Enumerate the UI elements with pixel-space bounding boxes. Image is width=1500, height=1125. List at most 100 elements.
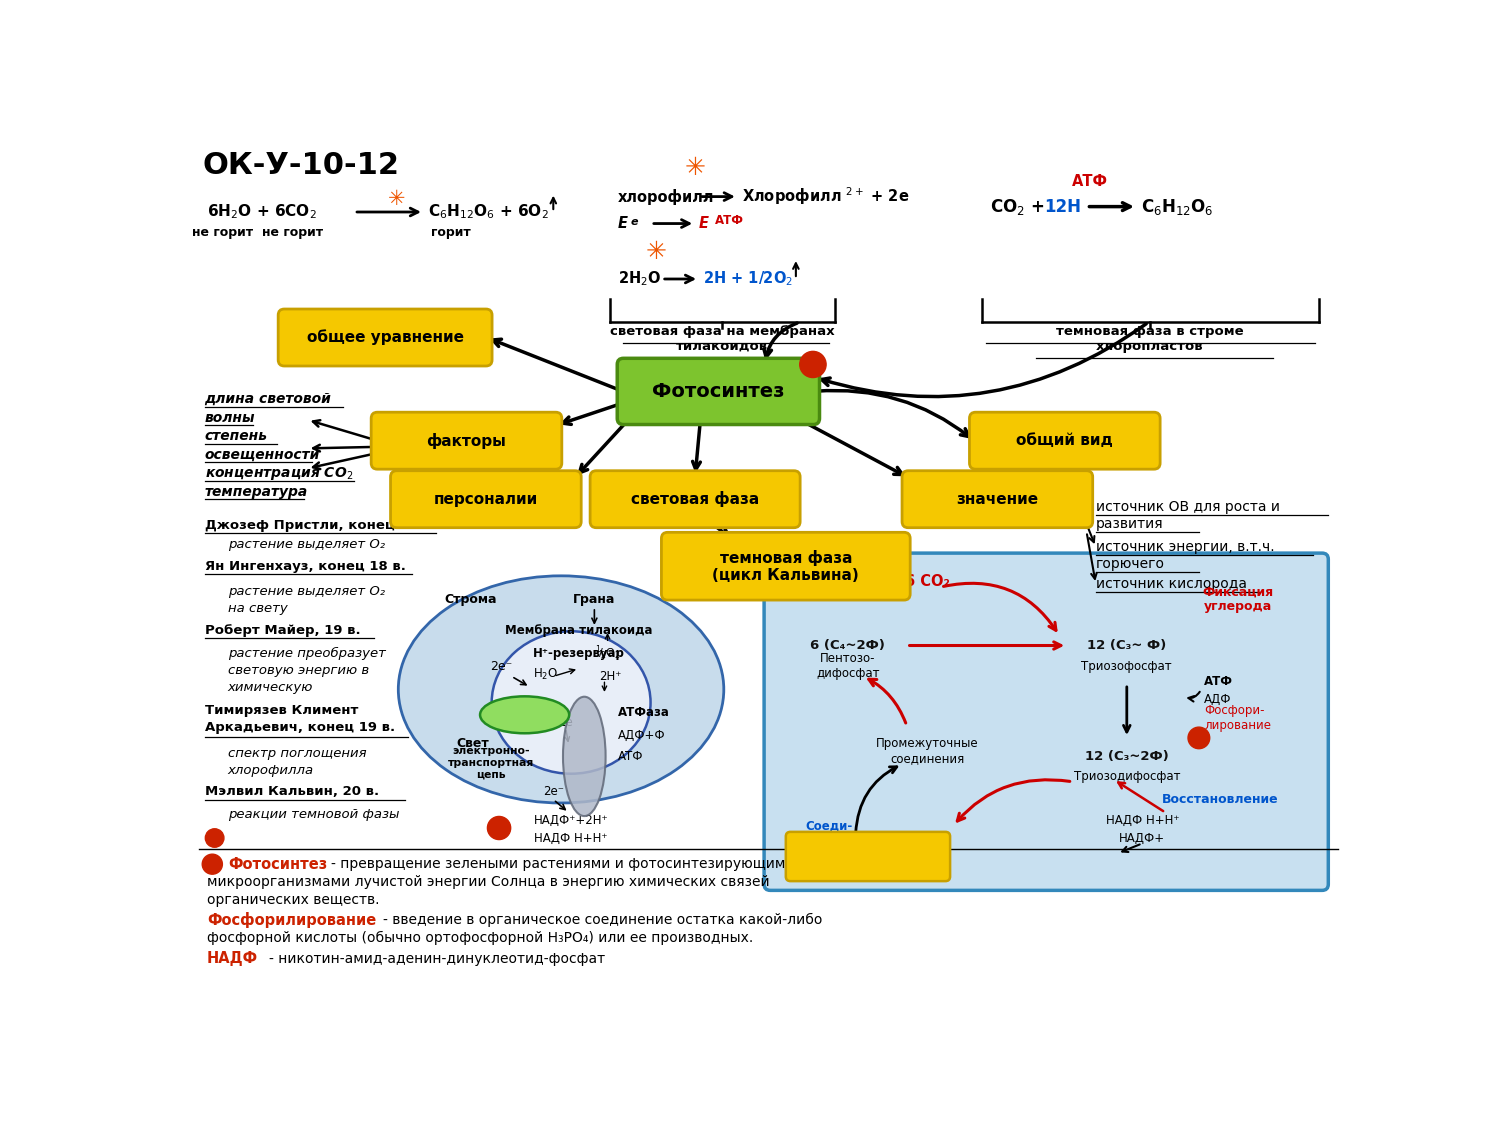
Text: Роберт Майер, 19 в.: Роберт Майер, 19 в.	[204, 623, 360, 637]
Text: АДФ: АДФ	[1204, 693, 1231, 705]
Text: Хлорофилл $^{2+}$ + 2е: Хлорофилл $^{2+}$ + 2е	[741, 186, 909, 207]
FancyBboxPatch shape	[390, 470, 580, 528]
Text: общий вид: общий вид	[1017, 433, 1113, 448]
Text: АТФ: АТФ	[1072, 173, 1108, 189]
Text: ✳: ✳	[388, 189, 405, 209]
Text: общее уравнение: общее уравнение	[306, 330, 464, 345]
Text: $^1\!/\!_2$O$_2$: $^1\!/\!_2$O$_2$	[594, 644, 621, 663]
FancyBboxPatch shape	[786, 831, 950, 881]
Text: 12H: 12H	[1044, 198, 1082, 216]
Text: освещенности: освещенности	[204, 448, 320, 461]
Text: температура: температура	[204, 485, 308, 498]
Circle shape	[206, 829, 224, 847]
Text: НАДФ Н+Н⁺: НАДФ Н+Н⁺	[534, 831, 608, 845]
Text: 6 CO₂: 6 CO₂	[904, 574, 950, 590]
Text: развития: развития	[1096, 516, 1164, 531]
Text: НАДФ+: НАДФ+	[1119, 831, 1166, 845]
Text: темновая фаза в строме
хлоропластов: темновая фаза в строме хлоропластов	[1056, 325, 1244, 353]
Text: Н⁺-резервуар: Н⁺-резервуар	[532, 647, 626, 659]
Text: Джозеф Пристли, конец 18 в.: Джозеф Пристли, конец 18 в.	[204, 519, 435, 532]
Text: Е: Е	[618, 216, 627, 231]
FancyBboxPatch shape	[616, 358, 819, 424]
Text: органических веществ.: органических веществ.	[207, 892, 380, 907]
Text: 2H$_2$O: 2H$_2$O	[618, 270, 662, 288]
Text: факторы: факторы	[426, 433, 507, 449]
Text: Восстановление: Восстановление	[1161, 793, 1278, 806]
Text: реакции темновой фазы: реакции темновой фазы	[228, 809, 399, 821]
Text: 6H$_2$O + 6CO$_2$: 6H$_2$O + 6CO$_2$	[207, 202, 316, 222]
FancyBboxPatch shape	[370, 412, 562, 469]
Text: АТФ: АТФ	[618, 750, 644, 763]
Circle shape	[800, 351, 826, 378]
Text: горит: горит	[430, 226, 471, 240]
Text: Триозофосфат: Триозофосфат	[1082, 659, 1172, 673]
Text: источник энергии, в.т.ч.: источник энергии, в.т.ч.	[1096, 540, 1275, 554]
Text: - никотин-амид-аденин-динуклеотид-фосфат: - никотин-амид-аденин-динуклеотид-фосфат	[268, 952, 604, 966]
Text: горючего: горючего	[1096, 557, 1166, 570]
Text: 2H⁺: 2H⁺	[598, 669, 621, 683]
Text: Фиксация
углерода: Фиксация углерода	[1202, 585, 1274, 613]
Text: 12 (С₃~ Ф): 12 (С₃~ Ф)	[1088, 639, 1167, 652]
Text: спектр поглощения: спектр поглощения	[228, 747, 366, 759]
Text: концентрация CO$_2$: концентрация CO$_2$	[204, 465, 352, 482]
Text: Свет: Свет	[456, 737, 489, 749]
Text: АТФ: АТФ	[1204, 675, 1233, 688]
Text: H$_2$O: H$_2$O	[532, 666, 558, 682]
Text: НАДФ⁺+2Н⁺: НАДФ⁺+2Н⁺	[534, 813, 609, 827]
Text: Аркадьевич, конец 19 в.: Аркадьевич, конец 19 в.	[204, 721, 394, 735]
Text: Ян Ингенхауз, конец 18 в.: Ян Ингенхауз, конец 18 в.	[204, 560, 405, 573]
FancyBboxPatch shape	[278, 309, 492, 366]
Text: ✳: ✳	[684, 156, 705, 180]
Text: значение: значение	[957, 492, 1038, 506]
Text: источник кислорода: источник кислорода	[1096, 577, 1246, 591]
Text: темновая фаза
(цикл Кальвина): темновая фаза (цикл Кальвина)	[712, 549, 860, 583]
Text: хлорофилла: хлорофилла	[228, 764, 314, 776]
Circle shape	[1188, 727, 1209, 749]
Text: Хлорофилл: Хлорофилл	[488, 710, 561, 720]
Text: растение выделяет O₂: растение выделяет O₂	[228, 585, 386, 598]
Text: АТФ: АТФ	[714, 215, 744, 227]
FancyBboxPatch shape	[902, 470, 1092, 528]
Text: Пентозо-
дифосфат: Пентозо- дифосфат	[816, 652, 879, 681]
Text: Фотосинтез: Фотосинтез	[652, 381, 784, 400]
Ellipse shape	[562, 696, 606, 816]
Text: хлорофилл: хлорофилл	[618, 189, 714, 205]
Text: волны: волны	[204, 411, 255, 424]
Text: ОК-У-10-12: ОК-У-10-12	[202, 151, 400, 180]
Text: Фосфорилирование: Фосфорилирование	[207, 912, 376, 928]
Text: Промежуточные
соединения: Промежуточные соединения	[876, 737, 980, 765]
Text: 6 (С₄~2Ф): 6 (С₄~2Ф)	[810, 639, 885, 652]
Text: микроорганизмами лучистой энергии Солнца в энергию химических связей: микроорганизмами лучистой энергии Солнца…	[207, 875, 770, 889]
Text: е: е	[632, 217, 639, 227]
Text: Мэлвил Кальвин, 20 в.: Мэлвил Кальвин, 20 в.	[204, 785, 378, 799]
Ellipse shape	[399, 576, 724, 803]
Circle shape	[488, 817, 510, 839]
Text: длина световой: длина световой	[204, 393, 332, 406]
Text: 2H + 1/2O$_2$: 2H + 1/2O$_2$	[704, 270, 794, 288]
Text: световая фаза: световая фаза	[632, 492, 759, 507]
Text: фосфорной кислоты (обычно ортофосфорной Н₃РО₄) или ее производных.: фосфорной кислоты (обычно ортофосфорной …	[207, 932, 753, 945]
Text: CO$_2$ +: CO$_2$ +	[990, 197, 1044, 217]
Text: ✳: ✳	[646, 240, 668, 264]
Text: 12 (С₃~2Ф): 12 (С₃~2Ф)	[1084, 750, 1168, 763]
Text: источник ОВ для роста и: источник ОВ для роста и	[1096, 500, 1280, 514]
FancyBboxPatch shape	[590, 470, 800, 528]
Text: C$_6$H$_{12}$O$_6$ + 6O$_2$: C$_6$H$_{12}$O$_6$ + 6O$_2$	[427, 202, 549, 222]
FancyBboxPatch shape	[764, 554, 1329, 890]
Ellipse shape	[480, 696, 568, 734]
FancyBboxPatch shape	[969, 412, 1160, 469]
Text: световая фаза на мембранах
тилакоидов: световая фаза на мембранах тилакоидов	[610, 325, 834, 353]
Text: растение выделяет O₂: растение выделяет O₂	[228, 538, 386, 551]
Text: - превращение зелеными растениями и фотосинтезирующими: - превращение зелеными растениями и фото…	[332, 857, 795, 871]
Text: НАДФ: НАДФ	[207, 952, 258, 966]
Text: - введение в органическое соединение остатка какой-либо: - введение в органическое соединение ост…	[382, 914, 822, 927]
Text: не горит: не горит	[192, 226, 254, 240]
Text: НАДФ Н+Н⁺: НАДФ Н+Н⁺	[1106, 813, 1179, 827]
Text: растение преобразует: растение преобразует	[228, 647, 386, 659]
Text: степень: степень	[204, 429, 267, 443]
Text: не горит: не горит	[261, 226, 322, 240]
Text: Соеди-
нение: Соеди- нение	[806, 819, 853, 847]
Text: Тимирязев Климент: Тимирязев Климент	[204, 704, 358, 717]
Text: 2е⁻: 2е⁻	[490, 659, 513, 673]
Text: АДФ+Ф: АДФ+Ф	[618, 729, 666, 742]
